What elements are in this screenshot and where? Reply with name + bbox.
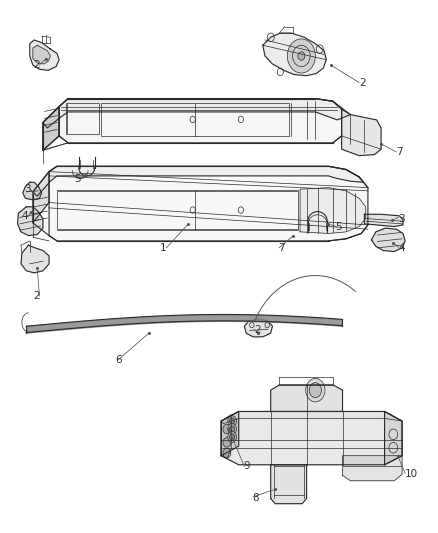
Polygon shape — [18, 207, 43, 236]
Polygon shape — [49, 166, 368, 241]
Text: 2: 2 — [359, 78, 366, 87]
Polygon shape — [43, 107, 59, 150]
Polygon shape — [271, 465, 307, 504]
Text: 3: 3 — [399, 214, 405, 223]
Polygon shape — [371, 228, 405, 252]
Circle shape — [230, 434, 235, 440]
Circle shape — [228, 432, 237, 442]
Polygon shape — [33, 45, 50, 64]
Polygon shape — [43, 99, 350, 128]
Circle shape — [306, 378, 325, 402]
Text: 2: 2 — [254, 326, 261, 335]
Circle shape — [287, 39, 315, 73]
Polygon shape — [263, 33, 326, 76]
Text: 5: 5 — [335, 222, 342, 231]
Polygon shape — [300, 188, 366, 233]
Circle shape — [230, 426, 235, 432]
Bar — [101, 103, 289, 136]
Polygon shape — [59, 99, 342, 143]
Polygon shape — [30, 40, 59, 70]
Polygon shape — [342, 109, 381, 156]
Polygon shape — [21, 245, 49, 273]
Text: 6: 6 — [115, 355, 122, 365]
Text: 2: 2 — [33, 60, 39, 70]
Circle shape — [223, 448, 231, 458]
Polygon shape — [385, 411, 402, 465]
Polygon shape — [343, 456, 402, 481]
Polygon shape — [244, 319, 272, 337]
Polygon shape — [33, 166, 364, 196]
Polygon shape — [364, 214, 403, 227]
Text: 8: 8 — [252, 494, 258, 503]
Circle shape — [298, 52, 305, 60]
Text: 9: 9 — [243, 462, 250, 471]
Circle shape — [223, 424, 231, 434]
Text: 10: 10 — [405, 470, 418, 479]
Text: 2: 2 — [33, 291, 39, 301]
Polygon shape — [221, 411, 402, 424]
Circle shape — [228, 424, 237, 434]
Bar — [57, 190, 298, 230]
Text: 4: 4 — [399, 243, 405, 253]
Polygon shape — [221, 415, 231, 458]
Polygon shape — [43, 107, 59, 150]
Circle shape — [223, 438, 231, 447]
Bar — [66, 103, 99, 134]
Text: 7: 7 — [396, 147, 403, 157]
Polygon shape — [33, 172, 49, 223]
Polygon shape — [221, 411, 402, 465]
Circle shape — [230, 418, 235, 424]
Circle shape — [309, 383, 321, 398]
Polygon shape — [23, 182, 42, 200]
Text: 5: 5 — [74, 174, 81, 183]
Text: 4: 4 — [22, 211, 28, 221]
Polygon shape — [221, 411, 239, 456]
Text: 7: 7 — [278, 243, 285, 253]
Text: 1: 1 — [160, 243, 166, 253]
Polygon shape — [271, 385, 343, 411]
Circle shape — [228, 416, 237, 426]
Text: 3: 3 — [24, 184, 31, 194]
